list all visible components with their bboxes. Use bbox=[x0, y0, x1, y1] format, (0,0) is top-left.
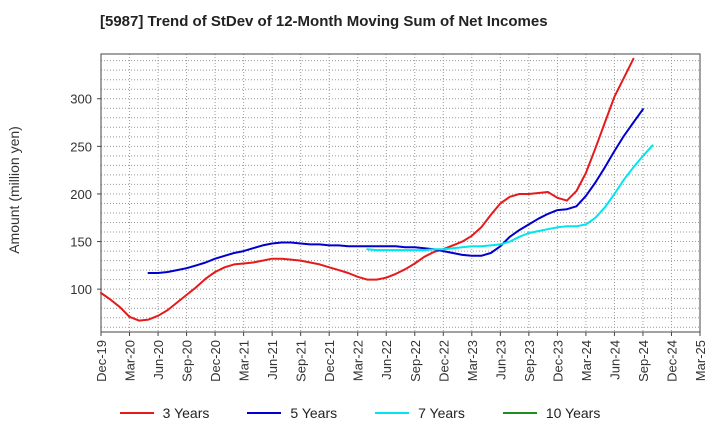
plot-frame bbox=[100, 53, 701, 333]
x-tick-label: Jun-23 bbox=[493, 340, 508, 380]
x-tick-label: Sep-23 bbox=[522, 340, 537, 382]
x-tick-label: Dec-20 bbox=[208, 340, 223, 382]
legend: 3 Years 5 Years 7 Years 10 Years bbox=[0, 405, 720, 421]
x-tick-label: Mar-20 bbox=[123, 340, 138, 381]
legend-item: 7 Years bbox=[375, 405, 465, 421]
x-tick-label: Jun-22 bbox=[379, 340, 394, 380]
legend-label: 5 Years bbox=[290, 405, 338, 421]
x-tick-labels: Dec-19 Mar-20 Jun-20 Sep-20 Dec-20 Mar-21 Jun-… bbox=[94, 332, 708, 382]
y-tick-labels: 100 150 200 250 300 bbox=[70, 92, 101, 297]
legend-label: 7 Years bbox=[418, 405, 465, 421]
x-tick-label: Mar-21 bbox=[237, 340, 252, 381]
series-line-5-years bbox=[147, 108, 644, 274]
x-tick-label: Jun-20 bbox=[151, 340, 166, 380]
y-tick-label: 150 bbox=[70, 235, 92, 250]
series-lines bbox=[100, 57, 654, 322]
series-line-7-years bbox=[366, 144, 654, 252]
y-tick-label: 300 bbox=[70, 92, 92, 107]
legend-item: 3 Years bbox=[119, 405, 210, 421]
legend-item: 5 Years bbox=[247, 405, 337, 421]
x-tick-label: Dec-19 bbox=[94, 340, 109, 382]
legend-swatch bbox=[247, 412, 282, 414]
legend-item: 10 Years bbox=[502, 405, 601, 421]
chart-title: [5987] Trend of StDev of 12-Month Moving… bbox=[100, 13, 548, 30]
series-line-3-years bbox=[100, 57, 635, 322]
x-tick-label: Jun-24 bbox=[607, 340, 622, 380]
y-tick-label: 250 bbox=[70, 139, 92, 154]
x-tick-label: Mar-24 bbox=[579, 340, 594, 381]
y-axis-label: Amount (million yen) bbox=[6, 126, 22, 254]
legend-swatch bbox=[119, 412, 154, 414]
x-tick-label: Dec-22 bbox=[436, 340, 451, 382]
x-tick-label: Dec-21 bbox=[322, 340, 337, 382]
y-tick-label: 200 bbox=[70, 187, 92, 202]
legend-swatch bbox=[375, 412, 410, 414]
plot-border bbox=[100, 53, 701, 333]
x-tick-label: Mar-22 bbox=[351, 340, 366, 381]
x-tick-label: Dec-24 bbox=[664, 340, 679, 382]
legend-label: 10 Years bbox=[545, 405, 601, 421]
x-tick-label: Sep-24 bbox=[636, 340, 651, 382]
x-tick-label: Sep-22 bbox=[408, 340, 423, 382]
x-tick-label: Sep-20 bbox=[180, 340, 195, 382]
x-tick-label: Mar-23 bbox=[465, 340, 480, 381]
x-tick-label: Dec-23 bbox=[550, 340, 565, 382]
x-tick-label: Jun-21 bbox=[265, 340, 280, 380]
x-tick-label: Mar-25 bbox=[693, 340, 708, 381]
x-tick-label: Sep-21 bbox=[294, 340, 309, 382]
y-tick-label: 100 bbox=[70, 282, 92, 297]
legend-swatch bbox=[502, 412, 537, 414]
legend-label: 3 Years bbox=[162, 405, 210, 421]
